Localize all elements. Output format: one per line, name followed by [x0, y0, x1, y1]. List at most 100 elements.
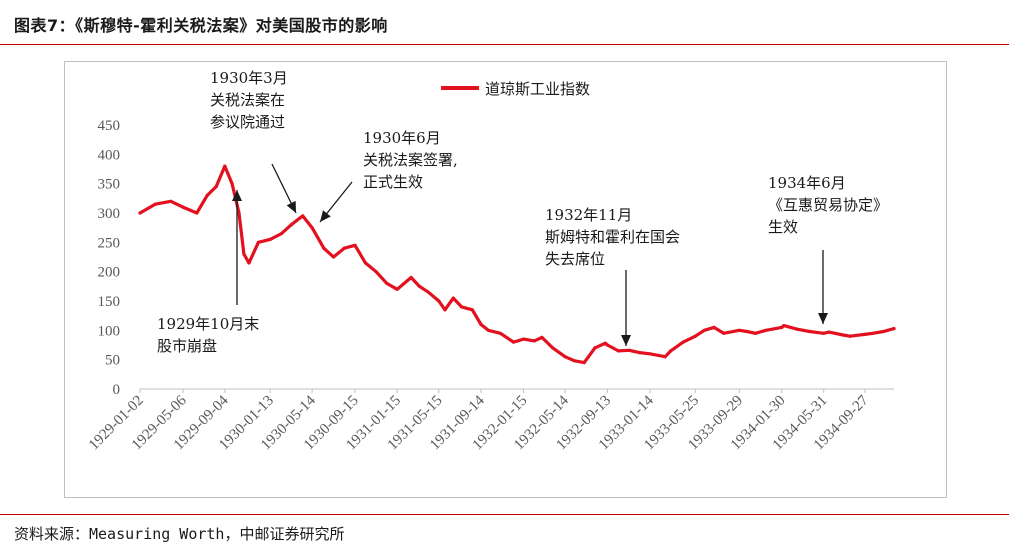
data-point	[195, 211, 199, 215]
data-point	[181, 205, 185, 209]
data-point	[353, 243, 357, 247]
data-point	[563, 355, 567, 359]
y-tick-label: 250	[98, 235, 121, 251]
data-point	[205, 193, 209, 197]
data-point	[822, 331, 826, 335]
data-point	[247, 261, 251, 265]
data-point	[242, 252, 246, 256]
data-point	[572, 359, 577, 363]
annotation-text: 1932年11月	[545, 206, 632, 224]
data-point	[280, 231, 284, 236]
data-point	[138, 211, 142, 215]
data-point	[342, 246, 346, 250]
annotation-text: 1930年6月	[363, 129, 441, 147]
data-point	[230, 182, 234, 186]
data-point	[511, 340, 516, 344]
data-point	[532, 339, 536, 343]
annotation-text: 1930年3月	[210, 69, 288, 87]
data-point	[479, 322, 483, 327]
annotation-text: 1929年10月末	[157, 315, 259, 333]
y-tick-label: 450	[98, 118, 121, 134]
source-note: 资料来源：Measuring Worth，中邮证券研究所	[14, 525, 345, 543]
data-point	[374, 270, 378, 274]
data-point	[322, 246, 326, 250]
data-point	[764, 328, 768, 332]
annotation-text: 正式生效	[363, 173, 423, 191]
annotation-arrow-head	[818, 313, 828, 324]
data-point	[237, 211, 241, 215]
annotation-text: 生效	[768, 218, 798, 236]
annotation-text: 参议院通过	[210, 113, 285, 131]
data-point	[301, 214, 305, 218]
annotation-arrow-head	[286, 200, 296, 213]
data-point	[892, 327, 896, 331]
data-point	[470, 308, 474, 312]
chart-frame	[64, 61, 947, 498]
data-point	[522, 337, 526, 341]
annotation-text: 失去席位	[545, 250, 605, 268]
data-point	[663, 355, 667, 359]
annotation-text: 股市崩盘	[157, 337, 217, 355]
data-point	[745, 329, 749, 334]
data-point	[638, 351, 642, 355]
data-point	[871, 331, 875, 335]
data-point	[551, 346, 555, 350]
data-point	[310, 226, 314, 230]
legend: 道琼斯工业指数	[441, 80, 590, 98]
data-point	[363, 261, 367, 265]
data-point	[486, 328, 490, 332]
data-point	[289, 223, 293, 227]
data-point	[863, 332, 867, 336]
data-point	[737, 328, 741, 332]
annotation-arrow-head	[621, 335, 631, 346]
data-point	[722, 331, 726, 335]
data-point	[702, 328, 706, 332]
data-point	[498, 331, 502, 335]
data-point	[882, 329, 886, 334]
annotation-4: 1934年6月《互惠贸易协定》生效	[768, 174, 888, 324]
y-tick-label: 0	[113, 382, 121, 398]
annotation-arrow-head	[232, 190, 242, 201]
data-point	[753, 331, 758, 335]
legend-label: 道琼斯工业指数	[485, 80, 590, 98]
data-point	[169, 199, 173, 203]
data-point	[782, 324, 786, 328]
data-point	[223, 164, 227, 168]
y-tick-label: 150	[98, 294, 121, 310]
bottom-rule	[0, 514, 1009, 515]
data-point	[385, 281, 389, 285]
data-point	[648, 352, 652, 356]
data-point	[437, 299, 441, 303]
data-point	[848, 334, 852, 338]
data-point	[417, 284, 421, 288]
data-point	[395, 287, 399, 291]
data-point	[582, 361, 586, 365]
data-point	[451, 296, 455, 300]
data-point	[669, 349, 673, 353]
y-tick-label: 100	[98, 323, 121, 339]
y-tick-label: 50	[105, 353, 120, 369]
x-axis: 1929-01-021929-05-061929-09-041930-01-13…	[86, 388, 894, 453]
data-point	[426, 290, 430, 294]
annotation-arrow-head	[320, 210, 331, 222]
data-point	[460, 305, 464, 309]
y-axis: 0 50 100 150 200 250 300 350 400 450	[98, 118, 121, 398]
annotation-text: 1934年6月	[768, 174, 846, 192]
data-point	[603, 341, 607, 345]
data-point	[827, 330, 831, 334]
data-point	[780, 325, 784, 329]
y-tick-label: 400	[98, 147, 121, 163]
data-point	[409, 275, 413, 280]
annotation-text: 斯姆特和霍利在国会	[545, 228, 680, 246]
annotation-text: 关税法案在	[210, 91, 285, 109]
data-point	[712, 325, 716, 329]
y-tick-label: 350	[98, 177, 121, 193]
y-tick-label: 200	[98, 265, 121, 281]
data-point	[693, 334, 697, 338]
